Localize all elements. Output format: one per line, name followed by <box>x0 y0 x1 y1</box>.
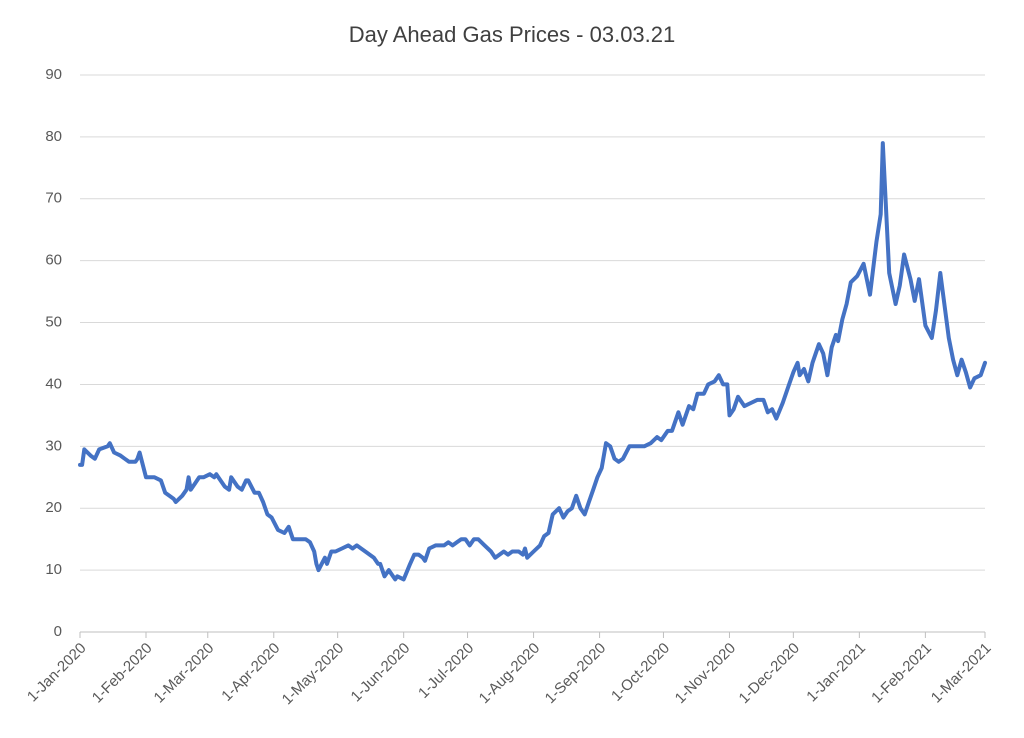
x-tick-label: 1-Apr-2020 <box>218 640 283 705</box>
x-tick-label: 1-Nov-2020 <box>672 640 739 707</box>
x-tick-label: 1-Feb-2020 <box>89 640 156 707</box>
y-tick-label: 20 <box>45 499 62 516</box>
x-tick-label: 1-Aug-2020 <box>476 640 543 707</box>
y-tick-label: 80 <box>45 128 62 145</box>
y-tick-label: 70 <box>45 190 62 207</box>
data-line <box>78 141 987 582</box>
y-tick-label: 0 <box>54 623 62 640</box>
x-tick-label: 1-Jan-2020 <box>24 640 90 706</box>
x-tick-label: 1-Jun-2020 <box>348 640 414 706</box>
x-tick-label: 1-Feb-2021 <box>868 640 935 707</box>
x-tick-label: 1-Jul-2020 <box>415 640 477 702</box>
x-tick-label: 1-Mar-2021 <box>928 640 995 707</box>
x-tick-label: 1-Mar-2020 <box>151 640 218 707</box>
y-tick-label: 90 <box>45 66 62 83</box>
x-tick-label: 1-Jan-2021 <box>803 640 869 706</box>
y-tick-label: 10 <box>45 561 62 578</box>
x-tick-label: 1-Sep-2020 <box>542 640 609 707</box>
x-tick-label: 1-Oct-2020 <box>608 640 673 705</box>
y-tick-label: 40 <box>45 375 62 392</box>
x-tick-label: 1-Dec-2020 <box>736 640 803 707</box>
y-tick-label: 30 <box>45 437 62 454</box>
chart-title: Day Ahead Gas Prices - 03.03.21 <box>349 22 676 47</box>
x-tick-label: 1-May-2020 <box>279 640 348 709</box>
y-tick-label: 60 <box>45 252 62 269</box>
y-tick-label: 50 <box>45 314 62 331</box>
